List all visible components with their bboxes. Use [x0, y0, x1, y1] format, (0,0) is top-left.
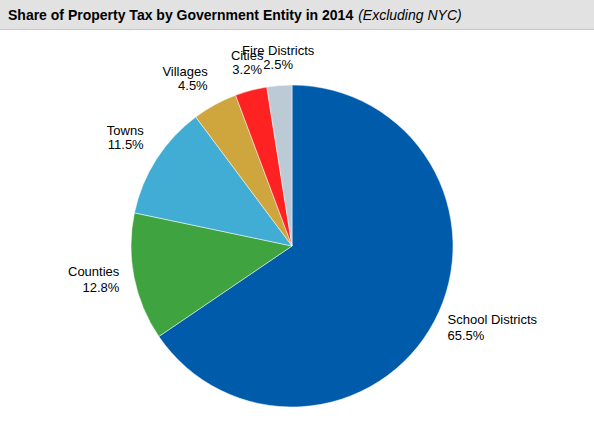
svg-text:Villages4.5%: Villages4.5%: [162, 64, 208, 93]
svg-text:School Districts65.5%: School Districts65.5%: [448, 312, 538, 343]
svg-text:Counties12.8%: Counties12.8%: [68, 264, 120, 295]
svg-text:Fire Districts2.5%: Fire Districts2.5%: [242, 43, 315, 72]
svg-text:Towns11.5%: Towns11.5%: [107, 123, 144, 152]
